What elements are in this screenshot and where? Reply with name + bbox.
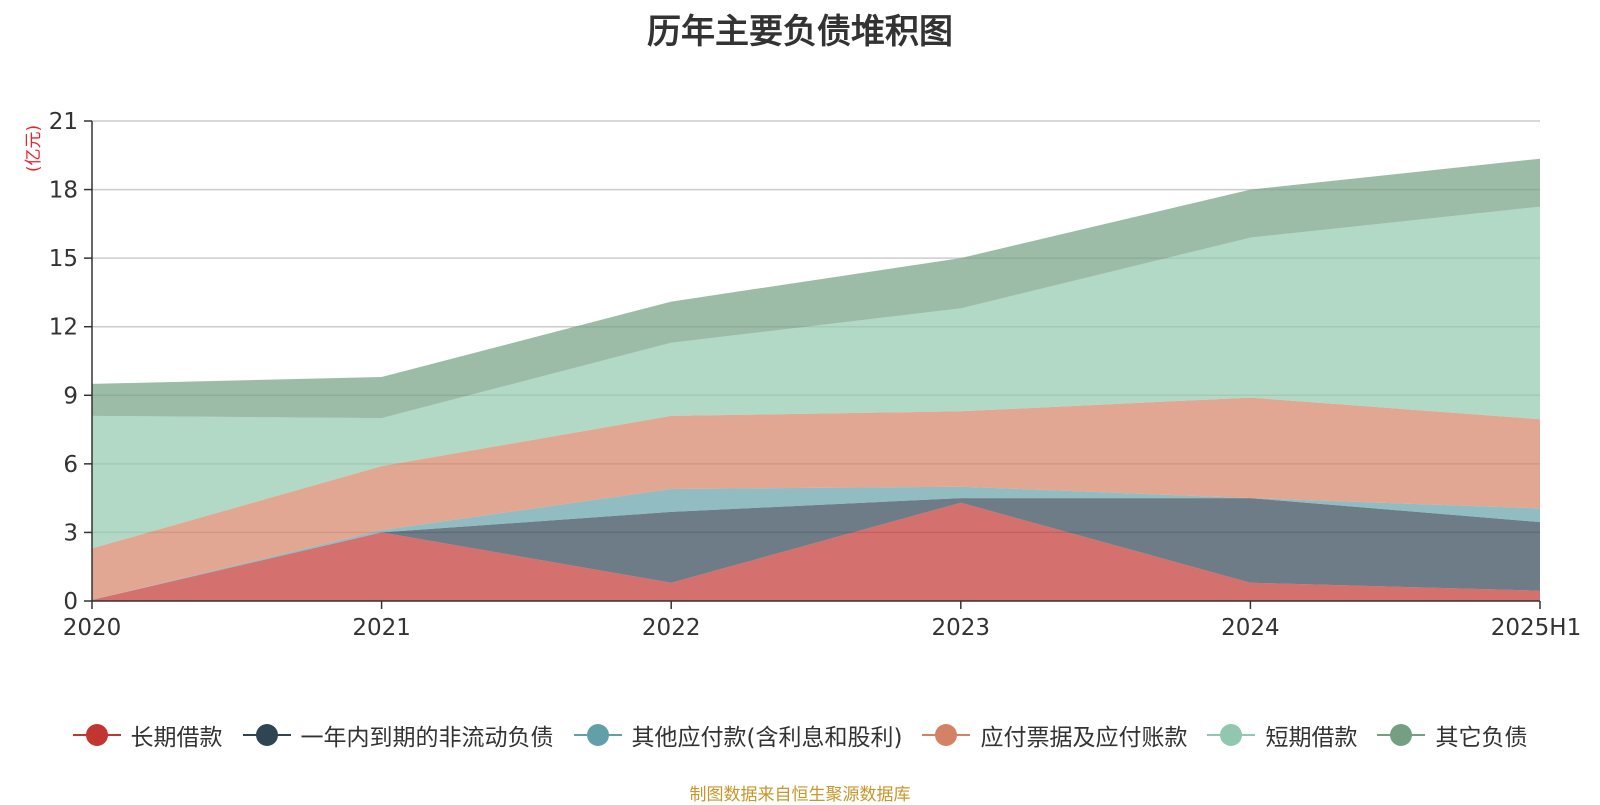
y-tick-label: 12	[49, 315, 78, 341]
y-tick-label: 6	[63, 452, 78, 478]
axis-layer: 0 3 6 9 12 15 18 21 2020 2021 2022 2023 2024 2025H1	[49, 109, 1582, 641]
legend-label: 应付票据及应付账款	[980, 725, 1188, 751]
area-series-4	[92, 206, 1540, 549]
y-tick-label: 9	[63, 383, 78, 409]
legend-item[interactable]: 应付票据及应付账款	[922, 718, 1187, 752]
x-tick-label: 2021	[352, 615, 411, 641]
area-series-3	[92, 397, 1540, 600]
legend-label: 一年内到期的非流动负债	[300, 725, 554, 751]
legend-marker-icon	[72, 722, 121, 748]
legend-label: 短期借款	[1265, 725, 1358, 751]
legend-label: 其他应付款(含利息和股利)	[631, 725, 903, 751]
legend-label: 长期借款	[130, 725, 223, 751]
area-series-5	[92, 158, 1540, 419]
y-tick-label: 15	[49, 246, 78, 272]
legend-marker-icon	[242, 722, 291, 748]
x-tick-label: 2022	[642, 615, 701, 641]
legend-item[interactable]: 其他应付款(含利息和股利)	[573, 718, 903, 752]
legend-marker-icon	[573, 722, 622, 748]
legend-marker-icon	[922, 722, 971, 748]
y-tick-label: 0	[63, 589, 78, 615]
legend-marker-icon	[1207, 722, 1256, 748]
y-tick-label: 21	[49, 109, 78, 135]
source-note: 制图数据来自恒生聚源数据库	[689, 785, 911, 805]
stacked-area-chart: 0 3 6 9 12 15 18 21 2020 2021 2022 2023 2024 2025H1	[49, 109, 1582, 641]
legend-item[interactable]: 长期借款	[72, 718, 223, 752]
legend-label: 其它负债	[1435, 725, 1528, 751]
chart-title: 历年主要负债堆积图	[647, 12, 953, 52]
y-tick-label: 18	[49, 178, 78, 204]
legend-item[interactable]: 一年内到期的非流动负债	[242, 718, 554, 752]
area-series-1	[92, 498, 1540, 600]
x-tick-label: 2020	[63, 615, 122, 641]
x-tick-label: 2024	[1221, 615, 1280, 641]
y-tick-label: 3	[63, 520, 78, 546]
legend-item[interactable]: 短期借款	[1207, 718, 1357, 752]
area-layer	[92, 158, 1540, 601]
x-tick-label: 2023	[932, 615, 991, 641]
area-series-0	[92, 502, 1540, 601]
legend-item[interactable]: 其它负债	[1377, 718, 1527, 752]
x-tick-label: 2025H1	[1491, 615, 1581, 641]
legend-marker-icon	[1377, 722, 1426, 748]
legend: 长期借款 一年内到期的非流动负债 其他应付款(含利息和股利) 应付票据及应付账款 短期借…	[0, 718, 1600, 752]
